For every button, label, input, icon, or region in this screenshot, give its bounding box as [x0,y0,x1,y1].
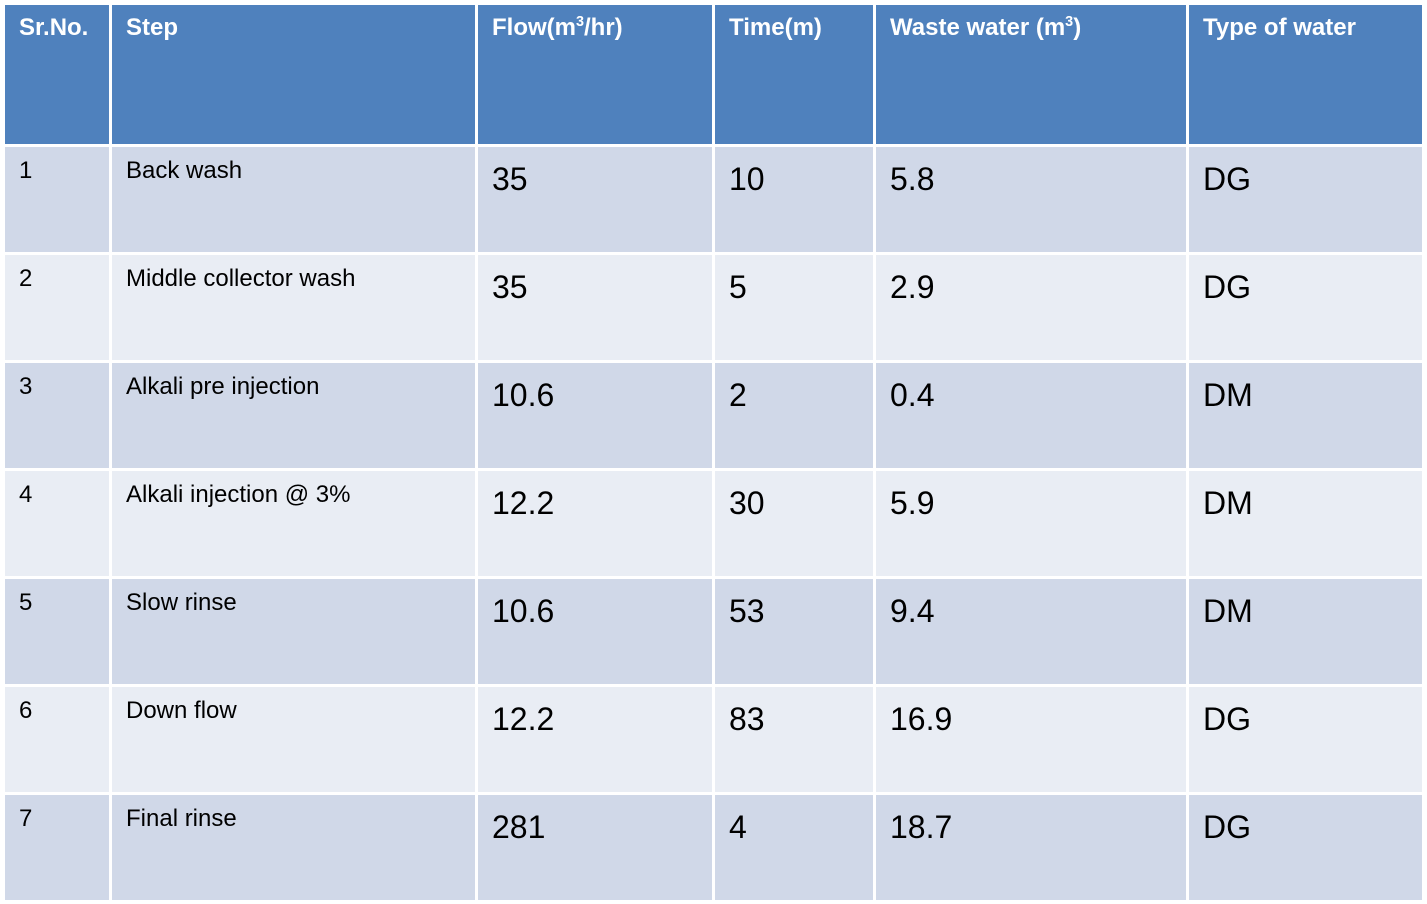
cell-waste-water: 2.9 [873,252,1189,363]
cell-type-of-water: DM [1186,468,1425,579]
cell-waste-water: 9.4 [873,576,1189,687]
cell-flow: 10.6 [475,360,715,471]
table-row: 5 Slow rinse 10.6 53 9.4 DM [2,576,1425,687]
cell-type-of-water: DG [1186,252,1425,363]
cell-step: Middle collector wash [109,252,478,363]
cell-type-of-water: DM [1186,576,1425,687]
cell-waste-water: 16.9 [873,684,1189,795]
cell-time: 2 [712,360,876,471]
cell-step: Back wash [109,144,478,255]
header-type-of-water: Type of water [1186,2,1425,147]
cell-step: Down flow [109,684,478,795]
cell-time: 5 [712,252,876,363]
cell-srno: 5 [2,576,112,687]
cell-flow: 35 [475,252,715,363]
cell-step: Alkali injection @ 3% [109,468,478,579]
cell-flow: 12.2 [475,468,715,579]
cell-time: 4 [712,792,876,903]
cell-waste-water: 5.8 [873,144,1189,255]
cell-waste-water: 5.9 [873,468,1189,579]
header-srno: Sr.No. [2,2,112,147]
cell-time: 30 [712,468,876,579]
cell-srno: 4 [2,468,112,579]
table-row: 1 Back wash 35 10 5.8 DG [2,144,1425,255]
cell-srno: 3 [2,360,112,471]
cell-waste-water: 0.4 [873,360,1189,471]
header-waste-water: Waste water (m3) [873,2,1189,147]
cell-srno: 6 [2,684,112,795]
cell-time: 53 [712,576,876,687]
cell-time: 83 [712,684,876,795]
cell-flow: 12.2 [475,684,715,795]
cell-srno: 2 [2,252,112,363]
cell-srno: 1 [2,144,112,255]
cell-type-of-water: DM [1186,360,1425,471]
table-row: 6 Down flow 12.2 83 16.9 DG [2,684,1425,795]
header-time: Time(m) [712,2,876,147]
cell-step: Final rinse [109,792,478,903]
cell-waste-water: 18.7 [873,792,1189,903]
header-row: Sr.No. Step Flow(m3/hr) Time(m) Waste wa… [2,2,1425,147]
header-flow: Flow(m3/hr) [475,2,715,147]
cell-flow: 281 [475,792,715,903]
cell-time: 10 [712,144,876,255]
cell-srno: 7 [2,792,112,903]
cell-flow: 35 [475,144,715,255]
header-step: Step [109,2,478,147]
cell-step: Alkali pre injection [109,360,478,471]
table-row: 3 Alkali pre injection 10.6 2 0.4 DM [2,360,1425,471]
cell-type-of-water: DG [1186,792,1425,903]
table-row: 4 Alkali injection @ 3% 12.2 30 5.9 DM [2,468,1425,579]
cell-type-of-water: DG [1186,684,1425,795]
table-row: 2 Middle collector wash 35 5 2.9 DG [2,252,1425,363]
cell-type-of-water: DG [1186,144,1425,255]
cell-step: Slow rinse [109,576,478,687]
table-row: 7 Final rinse 281 4 18.7 DG [2,792,1425,903]
cell-flow: 10.6 [475,576,715,687]
